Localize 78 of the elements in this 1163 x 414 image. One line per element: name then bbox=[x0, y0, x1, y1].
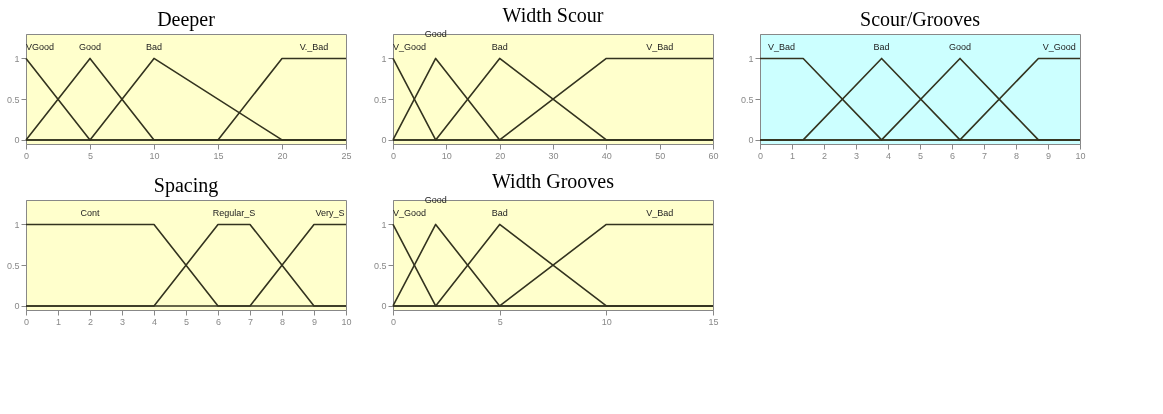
series-label: V_Bad bbox=[646, 208, 674, 219]
x-tick-label: 20 bbox=[277, 150, 288, 161]
x-tick-label: 20 bbox=[495, 150, 506, 161]
x-tick-label: 2 bbox=[87, 316, 94, 327]
series-label: V_Good bbox=[1042, 42, 1076, 53]
series-label: V_Bad bbox=[768, 42, 796, 53]
x-tick-label: 50 bbox=[655, 150, 666, 161]
y-tick-label: 0.5 bbox=[6, 260, 20, 271]
x-tick-label: 25 bbox=[341, 150, 352, 161]
x-tick-label: 0 bbox=[23, 150, 30, 161]
chart-title: Width Grooves bbox=[492, 170, 615, 193]
series-label: Bad bbox=[491, 42, 508, 53]
series-label: Bad bbox=[145, 42, 163, 53]
x-tick-label: 15 bbox=[213, 150, 224, 161]
y-tick-label: 0.5 bbox=[6, 94, 20, 105]
series-label: Good bbox=[948, 42, 972, 53]
x-tick-label: 0 bbox=[390, 150, 397, 161]
x-tick-label: 15 bbox=[708, 316, 719, 327]
x-tick-label: 9 bbox=[1045, 150, 1052, 161]
series-label: Cont bbox=[80, 208, 100, 219]
x-tick-label: 10 bbox=[441, 150, 452, 161]
x-tick-label: 8 bbox=[1013, 150, 1020, 161]
series-label: Bad bbox=[491, 208, 508, 219]
series-label: V_Bad bbox=[646, 42, 674, 53]
series-label: Very_S bbox=[315, 208, 345, 219]
series-label: V_Good bbox=[393, 42, 427, 53]
x-tick-label: 1 bbox=[55, 316, 62, 327]
series-label: Regular_S bbox=[212, 208, 256, 219]
x-tick-label: 4 bbox=[151, 316, 158, 327]
x-tick-label: 10 bbox=[149, 150, 160, 161]
series-label: Good bbox=[78, 42, 102, 53]
x-tick-label: 0 bbox=[23, 316, 30, 327]
x-tick-label: 0 bbox=[390, 316, 397, 327]
y-tick-label: 0 bbox=[14, 301, 20, 312]
x-tick-label: 3 bbox=[119, 316, 126, 327]
x-tick-label: 7 bbox=[981, 150, 988, 161]
series-label: Bad bbox=[873, 42, 890, 53]
x-tick-label: 5 bbox=[497, 316, 503, 327]
series-label: V_Good bbox=[393, 208, 427, 219]
x-tick-label: 7 bbox=[247, 316, 254, 327]
x-tick-label: 8 bbox=[279, 316, 286, 327]
text: Good bbox=[424, 29, 447, 40]
x-tick-label: 1 bbox=[789, 150, 796, 161]
series-label: V._Bad bbox=[299, 42, 329, 53]
y-tick-label: 0 bbox=[381, 301, 387, 312]
chart-title: Scour/Grooves bbox=[860, 8, 981, 30]
y-tick-label: 0.5 bbox=[740, 94, 754, 105]
x-tick-label: 5 bbox=[917, 150, 924, 161]
x-tick-label: 2 bbox=[821, 150, 828, 161]
x-tick-label: 60 bbox=[708, 150, 719, 161]
y-tick-label: 0 bbox=[381, 135, 387, 146]
y-tick-label: 1 bbox=[381, 53, 387, 64]
x-tick-label: 5 bbox=[87, 150, 94, 161]
x-tick-label: 9 bbox=[311, 316, 318, 327]
y-tick-label: 0 bbox=[14, 135, 20, 146]
x-tick-label: 10 bbox=[341, 316, 352, 327]
y-tick-label: 0 bbox=[748, 135, 754, 146]
series-label: VGood bbox=[26, 42, 55, 53]
chart-title: Width Scour bbox=[502, 4, 604, 27]
x-tick-label: 5 bbox=[183, 316, 190, 327]
y-tick-label: 1 bbox=[748, 53, 754, 64]
x-tick-label: 40 bbox=[601, 150, 612, 161]
x-tick-label: 30 bbox=[548, 150, 559, 161]
x-tick-label: 3 bbox=[853, 150, 860, 161]
y-tick-label: 1 bbox=[14, 219, 20, 230]
x-tick-label: 6 bbox=[215, 316, 222, 327]
x-tick-label: 4 bbox=[885, 150, 892, 161]
x-tick-label: 10 bbox=[1075, 150, 1086, 161]
x-tick-label: 0 bbox=[757, 150, 764, 161]
x-tick-label: 6 bbox=[949, 150, 956, 161]
chart-title: Spacing bbox=[153, 174, 219, 197]
y-tick-label: 0.5 bbox=[373, 260, 387, 271]
y-tick-label: 0.5 bbox=[373, 94, 387, 105]
y-tick-label: 1 bbox=[14, 53, 20, 64]
x-tick-label: 10 bbox=[601, 316, 612, 327]
text: Good bbox=[424, 195, 447, 206]
chart-title: Deeper bbox=[157, 8, 216, 31]
y-tick-label: 1 bbox=[381, 219, 387, 230]
